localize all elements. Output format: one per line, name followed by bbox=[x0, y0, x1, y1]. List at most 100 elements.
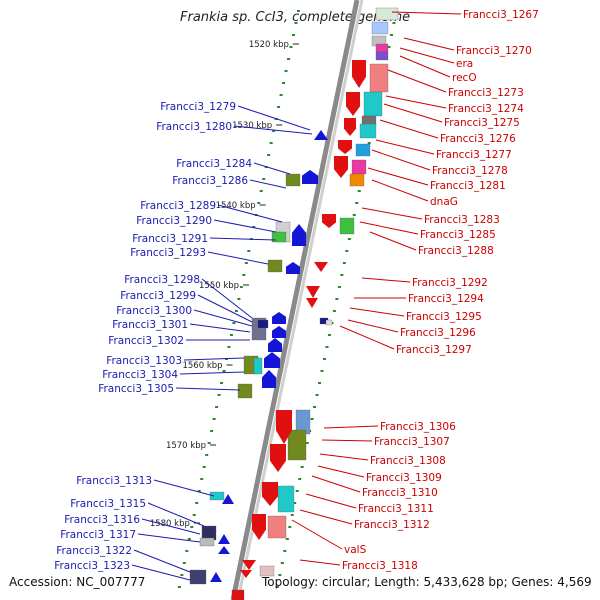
label-connector-right bbox=[317, 465, 365, 478]
gene-label-right: Francci3_1292 bbox=[412, 277, 488, 289]
gene-label-right: Francci3_1277 bbox=[436, 149, 512, 161]
track-tick-left bbox=[247, 250, 251, 252]
track-tick-left bbox=[217, 394, 221, 396]
gene-block bbox=[339, 217, 355, 235]
gene-label-left: Francci3_1316 bbox=[64, 514, 140, 526]
label-connector-left bbox=[133, 549, 191, 573]
track-tick-right bbox=[355, 202, 359, 204]
track-tick-left bbox=[210, 430, 214, 432]
gene-label-right: Francci3_1285 bbox=[420, 229, 496, 241]
track-tick-right bbox=[327, 334, 331, 336]
gene-label-left: Francci3_1280 bbox=[156, 121, 232, 133]
gene-label-right: Francci3_1267 bbox=[463, 9, 539, 21]
gene-block bbox=[325, 319, 333, 326]
gene-arrow-reverse bbox=[334, 156, 348, 178]
track-tick-right bbox=[283, 550, 287, 552]
gene-label-right: Francci3_1275 bbox=[444, 117, 520, 129]
track-tick-right bbox=[313, 406, 317, 408]
track-tick-left bbox=[252, 226, 256, 228]
gene-arrow-forward bbox=[218, 534, 230, 544]
gene-label-right: Francci3_1288 bbox=[418, 245, 494, 257]
gene-label-right: Francci3_1274 bbox=[448, 103, 524, 115]
track-tick-right bbox=[275, 586, 279, 588]
label-connector-left bbox=[179, 371, 245, 375]
gene-label-left: Francci3_1293 bbox=[130, 247, 206, 259]
track-tick-right bbox=[323, 358, 327, 360]
track-tick-left bbox=[267, 154, 271, 156]
label-connector-left bbox=[131, 564, 191, 581]
label-connector-right bbox=[311, 475, 361, 493]
scale-mark-label: 1530 kbp bbox=[232, 121, 272, 131]
label-connector-left bbox=[141, 518, 201, 535]
label-connector-right bbox=[369, 231, 417, 251]
gene-arrow-reverse bbox=[322, 214, 336, 228]
label-connector-right bbox=[379, 119, 439, 139]
gene-label-left: Francci3_1313 bbox=[76, 475, 152, 487]
track-tick-left bbox=[234, 310, 238, 312]
label-connector-left bbox=[193, 309, 253, 327]
label-connector-right bbox=[375, 139, 435, 155]
gene-block bbox=[253, 357, 263, 375]
track-tick-right bbox=[340, 274, 344, 276]
label-connector-right bbox=[323, 425, 379, 429]
gene-arrow-forward bbox=[272, 326, 286, 338]
label-connector-right bbox=[299, 559, 341, 566]
label-connector-left bbox=[253, 162, 291, 175]
gene-block bbox=[267, 515, 287, 539]
gene-arrow-reverse bbox=[262, 482, 278, 506]
gene-arrow-reverse bbox=[252, 514, 266, 540]
label-connector-right bbox=[399, 55, 451, 78]
track-tick-left bbox=[272, 130, 276, 132]
gene-label-left: Francci3_1315 bbox=[70, 498, 146, 510]
gene-arrow-forward bbox=[218, 546, 230, 554]
track-tick-left bbox=[259, 190, 263, 192]
gene-label-right: valS bbox=[344, 544, 367, 556]
gene-label-right: Francci3_1308 bbox=[370, 455, 446, 467]
track-tick-left bbox=[242, 274, 246, 276]
scale-mark-label: 1560 kbp bbox=[182, 361, 222, 371]
track-tick-right bbox=[367, 142, 371, 144]
track-tick-right bbox=[278, 574, 282, 576]
track-tick-right bbox=[337, 286, 341, 288]
track-tick-right bbox=[310, 418, 314, 420]
gene-block bbox=[359, 123, 377, 139]
label-connector-right bbox=[361, 207, 423, 220]
track-tick-left bbox=[239, 286, 243, 288]
gene-label-right: Francci3_1297 bbox=[396, 344, 472, 356]
track-tick-left bbox=[185, 550, 189, 552]
label-connector-left bbox=[147, 502, 205, 527]
track-tick-right bbox=[285, 538, 289, 540]
track-tick-right bbox=[293, 502, 297, 504]
gene-label-right: Francci3_1278 bbox=[432, 165, 508, 177]
gene-label-right: Francci3_1307 bbox=[374, 436, 450, 448]
scale-mark-label: 1580 kbp bbox=[150, 519, 190, 529]
label-connector-right bbox=[291, 519, 343, 550]
track-tick-left bbox=[294, 22, 298, 24]
label-connector-right bbox=[349, 307, 405, 317]
gene-block bbox=[355, 143, 371, 157]
gene-arrow-forward bbox=[314, 130, 328, 140]
gene-block bbox=[189, 569, 207, 585]
scale-mark-label: 1570 kbp bbox=[166, 441, 206, 451]
gene-arrow-reverse bbox=[344, 118, 356, 136]
track-tick-left bbox=[177, 586, 181, 588]
track-tick-left bbox=[215, 406, 219, 408]
track-tick-left bbox=[182, 562, 186, 564]
track-tick-right bbox=[332, 310, 336, 312]
track-tick-left bbox=[192, 514, 196, 516]
gene-arrow-forward bbox=[264, 352, 280, 368]
gene-arrow-forward bbox=[286, 262, 300, 274]
gene-arrow-reverse bbox=[242, 560, 256, 570]
label-connector-right bbox=[383, 103, 443, 123]
label-connector-left bbox=[197, 294, 253, 323]
track-tick-left bbox=[284, 70, 288, 72]
track-tick-left bbox=[202, 466, 206, 468]
gene-label-left: Francci3_1298 bbox=[124, 274, 200, 286]
track-tick-left bbox=[205, 454, 209, 456]
gene-block bbox=[231, 589, 245, 600]
track-tick-left bbox=[227, 346, 231, 348]
track-tick-right bbox=[280, 562, 284, 564]
gene-label-left: Francci3_1300 bbox=[116, 305, 192, 317]
gene-block bbox=[267, 259, 283, 273]
gene-arrow-reverse bbox=[276, 410, 292, 444]
